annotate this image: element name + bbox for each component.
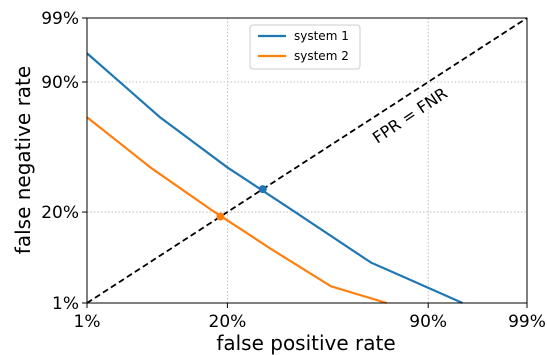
x-ticks: 1% 20% 90% 99% [74, 303, 546, 332]
y-tick-label: 1% [52, 294, 79, 314]
y-ticks: 1% 20% 90% 99% [41, 9, 87, 314]
legend: system 1 system 2 [249, 24, 361, 70]
eer-points [216, 185, 267, 221]
y-tick-label: 99% [41, 9, 79, 29]
y-tick-label: 20% [41, 203, 79, 223]
fpr-equals-fnr-line [86, 17, 528, 304]
equal-error-diagonal [86, 17, 528, 304]
eer-point-2 [216, 212, 225, 221]
legend-label-system-1: system 1 [294, 29, 349, 43]
y-axis-label: false negative rate [11, 66, 35, 254]
x-axis-label: false positive rate [216, 331, 395, 355]
plot-frame [86, 17, 528, 304]
legend-label-system-2: system 2 [294, 49, 349, 63]
x-tick-label: 90% [409, 312, 447, 332]
series-line-2 [86, 116, 387, 305]
eer-point-1 [258, 185, 267, 194]
x-tick-label: 1% [74, 312, 101, 332]
y-tick-label: 90% [41, 73, 79, 93]
x-tick-label: 20% [209, 312, 247, 332]
x-tick-label: 99% [508, 312, 546, 332]
